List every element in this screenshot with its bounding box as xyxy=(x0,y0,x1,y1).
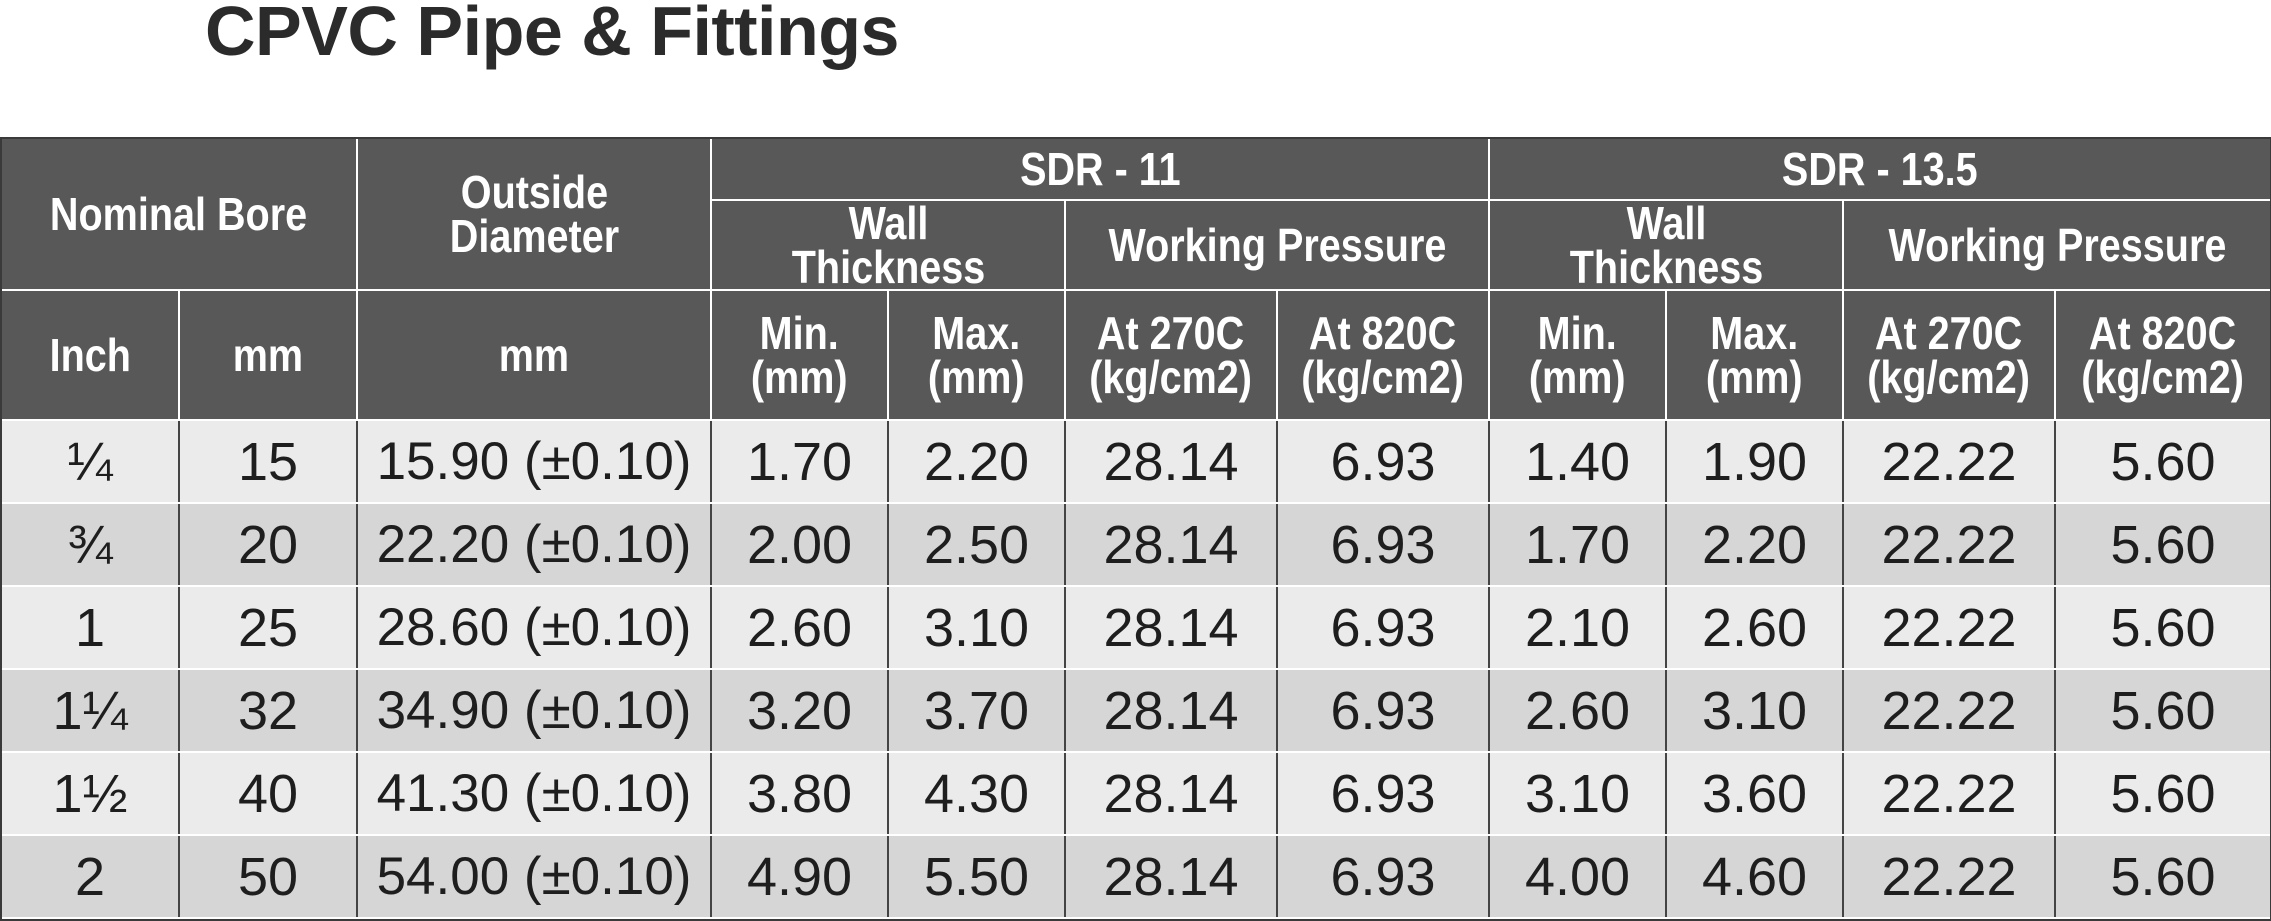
cell-inch: ¾ xyxy=(0,502,180,587)
cell-mm: 15 xyxy=(177,419,359,504)
table-row: 1 25 28.60 (±0.10) 2.60 3.10 28.14 6.93 … xyxy=(0,585,2271,670)
specification-table: Nominal Bore Outside Diameter SDR - 11 SD… xyxy=(0,137,2271,919)
cell-sdr135-max: 1.90 xyxy=(1665,419,1845,504)
cell-sdr135-at-820c: 5.60 xyxy=(2054,668,2271,753)
cell-outside-diameter: 22.20 (±0.10) xyxy=(356,502,713,587)
cell-sdr11-at-270c: 28.14 xyxy=(1064,502,1279,587)
header-sdr135-wall-thickness: Wall Thickness xyxy=(1488,199,1845,291)
cell-sdr135-at-820c: 5.60 xyxy=(2054,585,2271,670)
cell-sdr135-min: 4.00 xyxy=(1488,834,1668,919)
cell-sdr11-at-270c: 28.14 xyxy=(1064,668,1279,753)
cell-sdr135-min: 2.10 xyxy=(1488,585,1668,670)
cell-sdr135-at-270c: 22.22 xyxy=(1842,834,2057,919)
cell-sdr11-max: 4.30 xyxy=(887,751,1067,836)
cell-sdr11-at-820c: 6.93 xyxy=(1276,502,1491,587)
cell-sdr135-max: 3.60 xyxy=(1665,751,1845,836)
cell-sdr11-at-820c: 6.93 xyxy=(1276,419,1491,504)
cell-sdr11-at-820c: 6.93 xyxy=(1276,668,1491,753)
cell-sdr11-at-820c: 6.93 xyxy=(1276,834,1491,919)
cell-mm: 50 xyxy=(177,834,359,919)
cell-sdr135-max: 2.60 xyxy=(1665,585,1845,670)
cell-sdr11-min: 2.60 xyxy=(710,585,890,670)
cell-outside-diameter: 41.30 (±0.10) xyxy=(356,751,713,836)
cell-sdr11-at-270c: 28.14 xyxy=(1064,585,1279,670)
table-row: 1¼ 32 34.90 (±0.10) 3.20 3.70 28.14 6.93… xyxy=(0,668,2271,753)
cell-inch: 2 xyxy=(0,834,180,919)
cell-inch: ¼ xyxy=(0,419,180,504)
cell-sdr135-min: 1.40 xyxy=(1488,419,1668,504)
header-sdr11-min: Min. (mm) xyxy=(710,289,890,421)
cell-sdr11-at-270c: 28.14 xyxy=(1064,751,1279,836)
cell-sdr135-at-270c: 22.22 xyxy=(1842,502,2057,587)
cell-mm: 40 xyxy=(177,751,359,836)
cell-sdr135-at-820c: 5.60 xyxy=(2054,834,2271,919)
cell-sdr11-at-820c: 6.93 xyxy=(1276,751,1491,836)
header-sdr-13-5: SDR - 13.5 xyxy=(1488,137,2271,201)
header-sdr135-at-820c: At 820C (kg/cm2) xyxy=(2054,289,2271,421)
cell-sdr11-at-820c: 6.93 xyxy=(1276,585,1491,670)
header-outside-diameter: Outside Diameter xyxy=(356,137,713,291)
cell-sdr135-at-270c: 22.22 xyxy=(1842,668,2057,753)
header-sdr135-max: Max. (mm) xyxy=(1665,289,1845,421)
header-sdr11-wall-thickness: Wall Thickness xyxy=(710,199,1067,291)
cell-sdr135-min: 2.60 xyxy=(1488,668,1668,753)
header-sdr135-min: Min. (mm) xyxy=(1488,289,1668,421)
cell-sdr135-min: 1.70 xyxy=(1488,502,1668,587)
cell-outside-diameter: 28.60 (±0.10) xyxy=(356,585,713,670)
cell-mm: 32 xyxy=(177,668,359,753)
cell-sdr135-at-820c: 5.60 xyxy=(2054,751,2271,836)
cell-sdr11-max: 3.10 xyxy=(887,585,1067,670)
cell-sdr135-at-270c: 22.22 xyxy=(1842,419,2057,504)
cell-sdr11-max: 2.20 xyxy=(887,419,1067,504)
cell-inch: 1½ xyxy=(0,751,180,836)
cell-sdr135-max: 2.20 xyxy=(1665,502,1845,587)
cell-sdr11-min: 2.00 xyxy=(710,502,890,587)
table-row: ¾ 20 22.20 (±0.10) 2.00 2.50 28.14 6.93 … xyxy=(0,502,2271,587)
cell-mm: 25 xyxy=(177,585,359,670)
cell-sdr11-at-270c: 28.14 xyxy=(1064,419,1279,504)
cell-sdr135-at-270c: 22.22 xyxy=(1842,585,2057,670)
cell-sdr11-min: 3.80 xyxy=(710,751,890,836)
page-title: CPVC Pipe & Fittings xyxy=(205,0,899,70)
cell-sdr135-max: 3.10 xyxy=(1665,668,1845,753)
cell-sdr11-min: 4.90 xyxy=(710,834,890,919)
header-sdr11-at-820c: At 820C (kg/cm2) xyxy=(1276,289,1491,421)
header-od-mm: mm xyxy=(356,289,713,421)
cell-outside-diameter: 15.90 (±0.10) xyxy=(356,419,713,504)
cell-inch: 1 xyxy=(0,585,180,670)
cell-inch: 1¼ xyxy=(0,668,180,753)
table-row: ¼ 15 15.90 (±0.10) 1.70 2.20 28.14 6.93 … xyxy=(0,419,2271,504)
cell-outside-diameter: 34.90 (±0.10) xyxy=(356,668,713,753)
cell-sdr11-at-270c: 28.14 xyxy=(1064,834,1279,919)
cell-sdr135-at-270c: 22.22 xyxy=(1842,751,2057,836)
cell-sdr11-min: 1.70 xyxy=(710,419,890,504)
cell-sdr11-max: 5.50 xyxy=(887,834,1067,919)
header-mm: mm xyxy=(177,289,359,421)
cell-sdr135-at-820c: 5.60 xyxy=(2054,419,2271,504)
cell-sdr135-max: 4.60 xyxy=(1665,834,1845,919)
cell-sdr135-at-820c: 5.60 xyxy=(2054,502,2271,587)
header-sdr135-working-pressure: Working Pressure xyxy=(1842,199,2271,291)
table-row: 1½ 40 41.30 (±0.10) 3.80 4.30 28.14 6.93… xyxy=(0,751,2271,836)
table-row: 2 50 54.00 (±0.10) 4.90 5.50 28.14 6.93 … xyxy=(0,834,2271,919)
cell-sdr11-min: 3.20 xyxy=(710,668,890,753)
header-sdr11-working-pressure: Working Pressure xyxy=(1064,199,1491,291)
cell-sdr11-max: 2.50 xyxy=(887,502,1067,587)
header-sdr-11: SDR - 11 xyxy=(710,137,1491,201)
cell-sdr135-min: 3.10 xyxy=(1488,751,1668,836)
cell-mm: 20 xyxy=(177,502,359,587)
header-sdr135-at-270c: At 270C (kg/cm2) xyxy=(1842,289,2057,421)
header-sdr11-at-270c: At 270C (kg/cm2) xyxy=(1064,289,1279,421)
header-nominal-bore: Nominal Bore xyxy=(0,137,359,291)
header-inch: Inch xyxy=(0,289,180,421)
cell-sdr11-max: 3.70 xyxy=(887,668,1067,753)
header-sdr11-max: Max. (mm) xyxy=(887,289,1067,421)
cell-outside-diameter: 54.00 (±0.10) xyxy=(356,834,713,919)
